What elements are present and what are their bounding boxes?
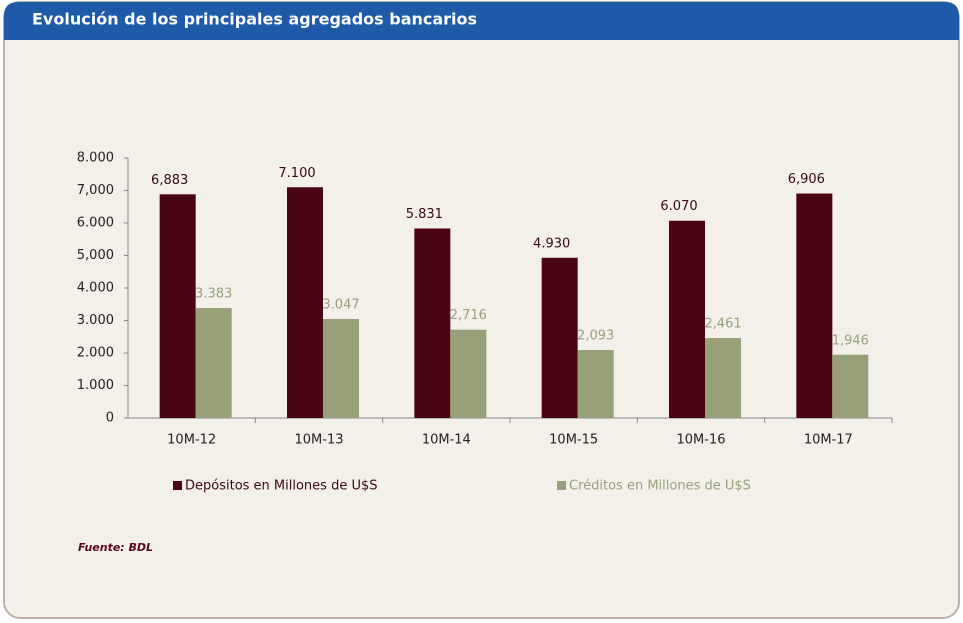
value-label: 2,093 <box>577 328 614 343</box>
bar <box>577 349 614 418</box>
x-tick-label: 10M-17 <box>804 433 853 448</box>
y-tick-label: 0 <box>106 411 114 426</box>
x-tick-label: 10M-15 <box>549 433 598 448</box>
legend-swatch <box>173 481 182 490</box>
value-label: 1,946 <box>832 333 869 348</box>
bar <box>195 308 232 418</box>
value-label: 5.831 <box>406 207 443 222</box>
bar <box>705 338 741 418</box>
legend-label: Depósitos en Millones de U$S <box>185 479 378 494</box>
y-tick-label: 5,000 <box>77 248 114 263</box>
value-label: 7.100 <box>278 166 315 181</box>
value-label: 4.930 <box>533 236 570 251</box>
bar <box>832 354 869 418</box>
y-tick-label: 7,000 <box>77 183 114 198</box>
y-tick-label: 8.000 <box>77 151 114 166</box>
bar <box>450 329 487 418</box>
legend-label: Créditos en Millones de U$S <box>569 479 751 494</box>
y-tick-label: 2.000 <box>77 346 114 361</box>
x-tick-label: 10M-16 <box>677 433 726 448</box>
y-tick-label: 4.000 <box>77 281 114 296</box>
bar <box>414 228 451 418</box>
y-tick-label: 1.000 <box>77 378 114 393</box>
value-label: 6,906 <box>788 172 825 187</box>
header-bar <box>4 2 959 40</box>
value-label: 3.047 <box>322 297 359 312</box>
value-label: 3.383 <box>195 287 232 302</box>
bar <box>796 193 833 418</box>
value-label: 2,716 <box>450 308 487 323</box>
bar <box>287 187 323 418</box>
bar <box>669 220 705 418</box>
chart-title: Evolución de los principales agregados b… <box>32 10 477 29</box>
value-label: 6.070 <box>660 199 697 214</box>
x-tick-label: 10M-13 <box>295 433 344 448</box>
bar <box>323 318 359 418</box>
value-label: 2,461 <box>704 317 741 332</box>
bar <box>541 257 578 418</box>
x-tick-label: 10M-14 <box>422 433 471 448</box>
bar <box>159 194 196 418</box>
source: Fuente: BDL <box>78 541 153 554</box>
value-label: 6,883 <box>151 173 188 188</box>
y-tick-label: 3.000 <box>77 313 114 328</box>
y-tick-label: 6.000 <box>77 216 114 231</box>
legend-swatch <box>557 481 566 490</box>
x-tick-label: 10M-12 <box>167 433 216 448</box>
